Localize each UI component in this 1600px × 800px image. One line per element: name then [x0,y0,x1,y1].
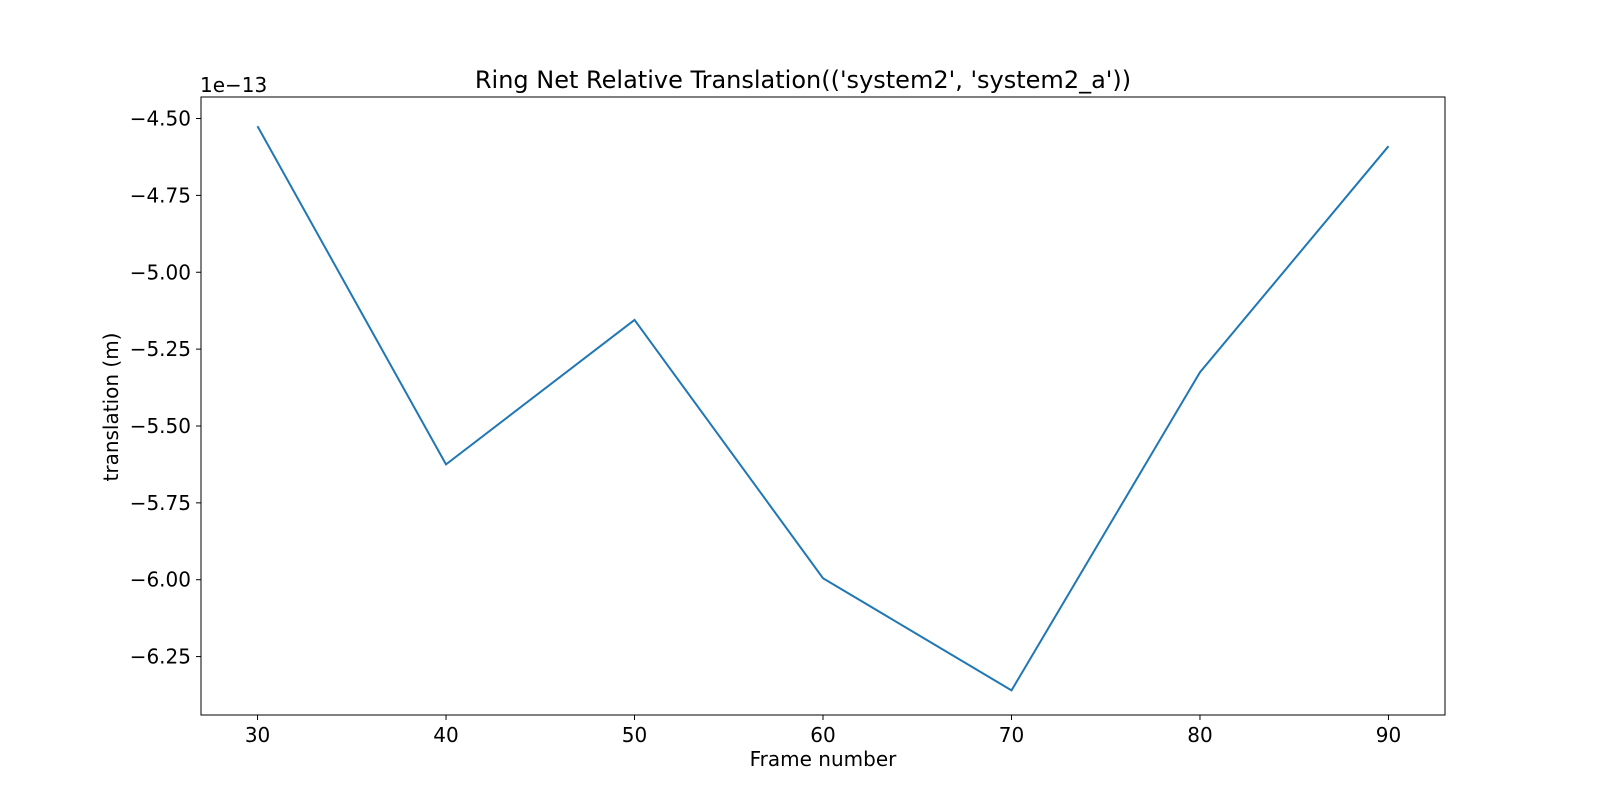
y-axis-label: translation (m) [99,333,123,482]
y-tick-label: −6.25 [130,645,191,669]
x-tick-label: 70 [999,723,1024,747]
chart-title: Ring Net Relative Translation(('system2'… [475,66,1131,94]
y-tick-label: −4.50 [130,107,191,131]
series-line [256,125,1390,692]
y-tick-label: −5.00 [130,260,191,284]
y-tick-label: −5.50 [130,414,191,438]
x-tick-label: 30 [245,723,270,747]
y-tick-label: −4.75 [130,183,191,207]
x-tick-label: 90 [1376,723,1401,747]
x-axis-label: Frame number [750,747,898,771]
y-axis-ticks: −4.50 −4.75 −5.00 −5.25 −5.50 −5.75 −6.00 −6.25 [130,107,201,669]
x-tick-label: 60 [810,723,835,747]
x-tick-label: 80 [1187,723,1212,747]
plot-area-frame [200,96,1446,716]
x-tick-label: 40 [433,723,458,747]
y-axis-offset-label: 1e−13 [200,73,267,97]
y-tick-label: −5.25 [130,337,191,361]
y-tick-label: −5.75 [130,491,191,515]
x-axis-ticks: 30 40 50 60 70 80 90 [245,715,1401,747]
y-tick-label: −6.00 [130,568,191,592]
x-tick-label: 50 [622,723,647,747]
